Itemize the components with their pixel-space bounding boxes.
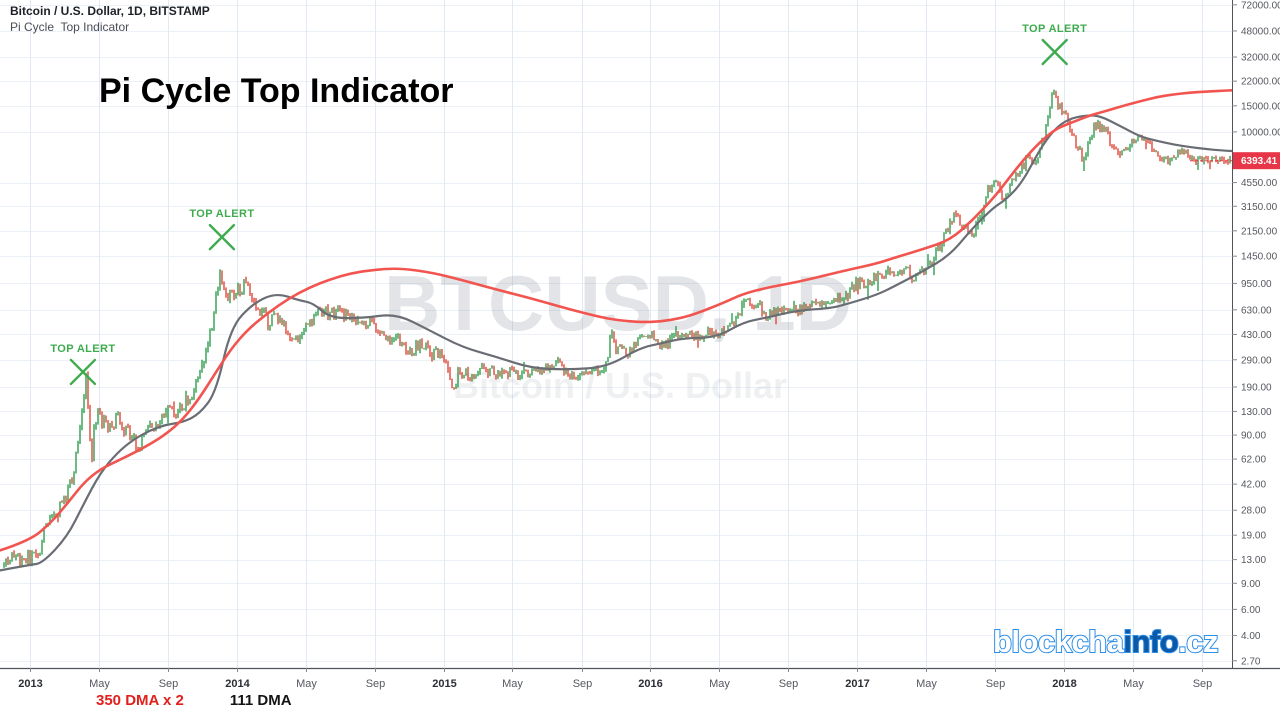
time-tick-label: May — [916, 678, 937, 690]
price-tick-label: 630.00 — [1241, 305, 1272, 316]
indicator-subtitle[interactable]: Pi Cycle Top Indicator — [10, 20, 130, 34]
price-tick-label: 22000.00 — [1241, 77, 1280, 88]
time-tick-label: May — [89, 678, 110, 690]
price-tick-label: 190.00 — [1241, 382, 1272, 393]
last-price-value: 6393.41 — [1241, 156, 1278, 167]
time-tick-label: 2014 — [225, 678, 250, 690]
svg-text:BTCUSD, 1D: BTCUSD, 1D — [384, 259, 852, 347]
time-tick-label: Sep — [366, 678, 386, 690]
price-tick-label: 13.00 — [1241, 555, 1266, 566]
time-tick-label: Sep — [159, 678, 179, 690]
price-tick-label: 9.00 — [1241, 579, 1261, 590]
price-tick-label: 10000.00 — [1241, 127, 1280, 138]
alert-x-icon — [208, 223, 236, 251]
time-tick-label: Sep — [779, 678, 799, 690]
price-tick-label: 1450.00 — [1241, 252, 1278, 263]
price-tick-label: 72000.00 — [1241, 0, 1280, 11]
time-tick-label: 2015 — [432, 678, 456, 690]
time-tick-label: May — [1123, 678, 1144, 690]
price-tick-label: 950.00 — [1241, 279, 1272, 290]
price-tick-label: 2150.00 — [1241, 226, 1278, 237]
time-tick-label: 2018 — [1052, 678, 1076, 690]
logo-part-cz: .cz — [1177, 623, 1219, 660]
price-tick-label: 6.00 — [1241, 605, 1261, 616]
price-tick-label: 430.00 — [1241, 330, 1272, 341]
price-tick-label: 130.00 — [1241, 407, 1272, 418]
price-tick-label: 4.00 — [1241, 631, 1261, 642]
price-tick-label: 62.00 — [1241, 455, 1266, 466]
svg-text:Bitcoin / U.S. Dollar: Bitcoin / U.S. Dollar — [453, 365, 787, 406]
time-tick-label: May — [502, 678, 523, 690]
time-tick-label: Sep — [986, 678, 1006, 690]
top-alerts: TOP ALERT TOP ALERT TOP ALERT — [50, 23, 1087, 386]
legend-350dma-label: 350 DMA x 2 — [96, 692, 184, 709]
plot-area[interactable] — [0, 89, 1234, 572]
ma-350x2-line — [0, 89, 1232, 552]
top-alert-label: TOP ALERT — [189, 208, 254, 220]
chart-header: Bitcoin / U.S. Dollar, 1D, BITSTAMP Pi C… — [10, 4, 210, 35]
price-tick-label: 15000.00 — [1241, 101, 1280, 112]
top-alert-marker-3: TOP ALERT — [1022, 23, 1087, 66]
time-tick-label: 2016 — [638, 678, 662, 690]
last-price-tag: 6393.41 — [1233, 152, 1280, 170]
price-tick-label: 90.00 — [1241, 431, 1266, 442]
top-alert-marker-1: TOP ALERT — [50, 343, 115, 386]
price-tick-label: 48000.00 — [1241, 26, 1280, 37]
ma-111-line — [0, 114, 1232, 572]
time-tick-label: 2017 — [845, 678, 869, 690]
price-tick-label: 290.00 — [1241, 355, 1272, 366]
price-tick-label: 3150.00 — [1241, 202, 1278, 213]
price-axis[interactable]: 72000.00 48000.00 32000.00 22000.00 15000.00… — [1232, 0, 1280, 667]
time-tick-label: 2013 — [18, 678, 42, 690]
axes: 2013 May Sep 2014 May Sep 2015 May Sep 2016 May Sep… — [0, 0, 1280, 690]
price-tick-label: 28.00 — [1241, 506, 1266, 517]
price-tick-label: 2.70 — [1241, 656, 1261, 667]
top-alert-label: TOP ALERT — [1022, 23, 1087, 35]
legend-111dma-label: 111 DMA — [229, 692, 292, 709]
time-tick-label: Sep — [1193, 678, 1213, 690]
logo-part-info: info — [1122, 623, 1179, 660]
top-alert-marker-2: TOP ALERT — [189, 208, 254, 251]
main-title: Pi Cycle Top Indicator — [99, 72, 454, 110]
price-tick-label: 19.00 — [1241, 531, 1266, 542]
time-tick-label: May — [296, 678, 317, 690]
price-tick-label: 42.00 — [1241, 480, 1266, 491]
price-tick-label: 32000.00 — [1241, 53, 1280, 64]
candles-up — [3, 89, 1231, 568]
top-alert-label: TOP ALERT — [50, 343, 115, 355]
time-tick-label: Sep — [573, 678, 593, 690]
symbol-title[interactable]: Bitcoin / U.S. Dollar, 1D, BITSTAMP — [10, 4, 210, 18]
alert-x-icon — [69, 358, 97, 386]
alert-x-icon — [1041, 38, 1068, 66]
price-tick-label: 4550.00 — [1241, 178, 1278, 189]
logo-part-blockcha: blockcha — [992, 623, 1125, 660]
time-tick-label: May — [709, 678, 730, 690]
time-axis[interactable]: 2013 May Sep 2014 May Sep 2015 May Sep 2016 May Sep… — [18, 668, 1212, 690]
watermark: BTCUSD, 1D Bitcoin / U.S. Dollar — [384, 259, 852, 406]
ma-legend: 350 DMA x 2 111 DMA — [96, 692, 292, 709]
blockchainfo-logo[interactable]: blockchainfo.cz — [992, 623, 1220, 660]
